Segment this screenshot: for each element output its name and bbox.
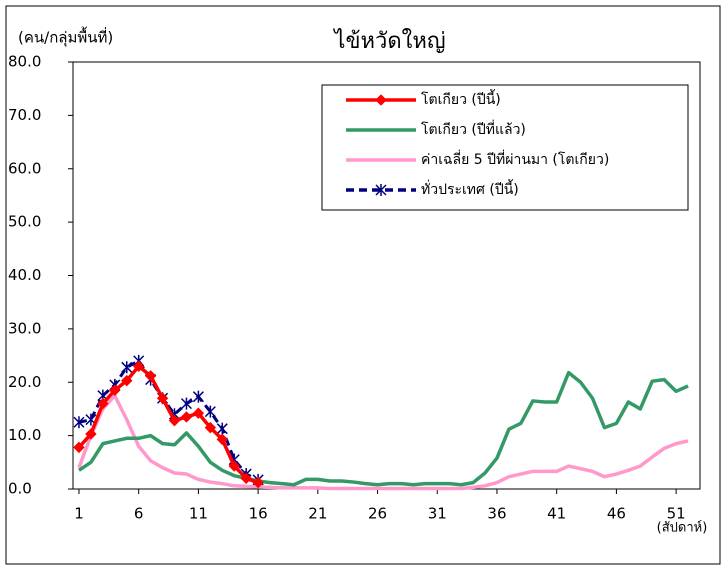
point [228,460,240,472]
point [109,384,121,396]
x-tick-label: 16 [249,505,268,523]
legend-label: ค่าเฉลี่ย 5 ปีที่ผ่านมา (โตเกียว) [421,150,609,168]
legend-box [321,84,689,211]
legend-label: โตเกียว (ปีที่แล้ว) [421,120,526,138]
point [192,407,205,419]
x-tick-label: 41 [547,505,566,523]
x-tick-label: 1 [74,505,84,523]
legend-label: ทั่วประเทศ (ปีนี้) [421,179,519,198]
legend-marker [375,94,387,106]
point [132,360,145,372]
legend-label: โตเกียว (ปีนี้) [421,89,501,108]
point [144,370,157,382]
x-tick-label: 6 [134,505,144,523]
point [216,433,228,446]
point [204,421,217,434]
y-tick-label: 40.0 [8,266,41,284]
series-line [77,364,259,485]
x-tick-label: 11 [189,505,208,523]
point [97,397,109,410]
point [252,476,264,489]
point [192,390,204,403]
point [240,472,252,485]
point [168,414,181,427]
chart-title: ไข้หวัดใหญ่ [332,28,445,54]
point [121,361,133,374]
point [73,416,85,429]
y-axis-label: (คน/กลุ่มพื้นที่) [18,27,113,48]
point [73,441,85,454]
point [180,411,193,423]
x-tick-label: 21 [308,505,327,523]
x-tick-label: 31 [428,505,447,523]
y-tick-label: 70.0 [8,106,41,124]
point [216,422,228,435]
series-line [77,393,689,491]
y-tick-label: 50.0 [8,213,41,231]
point [180,397,192,410]
point [85,428,97,440]
point [121,374,133,387]
y-tick-label: 0.0 [8,480,32,498]
series-line [77,370,689,487]
x-tick-label: 36 [487,505,506,523]
x-axis-label: (สัปดาห์) [657,520,708,536]
x-tick-label: 46 [607,505,626,523]
point [204,405,216,418]
point [156,392,169,404]
y-tick-label: 30.0 [8,319,41,337]
x-tick-label: 51 [667,505,686,523]
y-tick-label: 20.0 [8,373,41,391]
legend-marker [375,184,387,196]
y-tick-label: 80.0 [8,53,41,71]
x-tick-label: 26 [368,505,387,523]
y-tick-label: 10.0 [8,426,41,444]
y-tick-label: 60.0 [8,159,41,177]
